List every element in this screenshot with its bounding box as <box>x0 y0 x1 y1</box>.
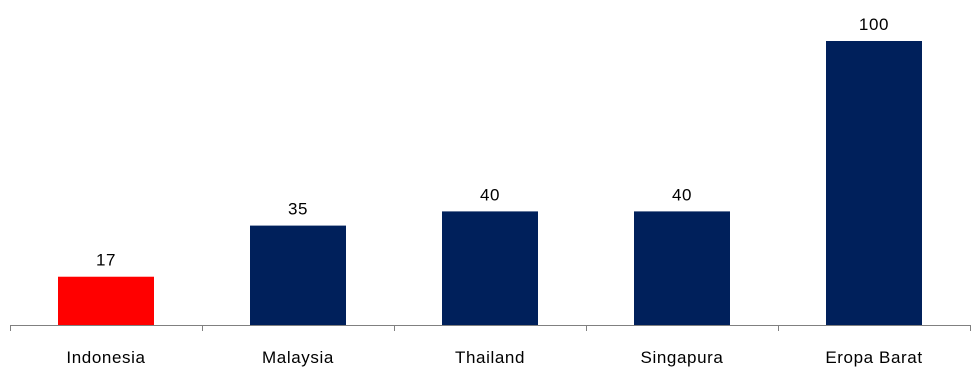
x-axis-ticks <box>10 325 971 331</box>
category-label: Eropa Barat <box>825 348 922 367</box>
value-label: 17 <box>96 251 116 270</box>
value-labels-group: 17 35 40 40 100 <box>96 15 889 270</box>
bar-indonesia <box>58 276 154 325</box>
value-label: 40 <box>672 185 692 204</box>
bar-eropa-barat <box>826 41 922 325</box>
category-label: Malaysia <box>262 348 334 367</box>
value-label: 35 <box>288 200 308 219</box>
category-labels-group: Indonesia Malaysia Thailand Singapura Eropa … <box>66 348 922 367</box>
category-label: Thailand <box>455 348 525 367</box>
value-label: 100 <box>859 15 889 34</box>
category-label: Singapura <box>641 348 724 367</box>
category-label: Indonesia <box>66 348 145 367</box>
bars-group <box>58 41 922 325</box>
bar-malaysia <box>250 225 346 325</box>
bar-thailand <box>442 211 538 325</box>
value-label: 40 <box>480 185 500 204</box>
bar-singapura <box>634 211 730 325</box>
